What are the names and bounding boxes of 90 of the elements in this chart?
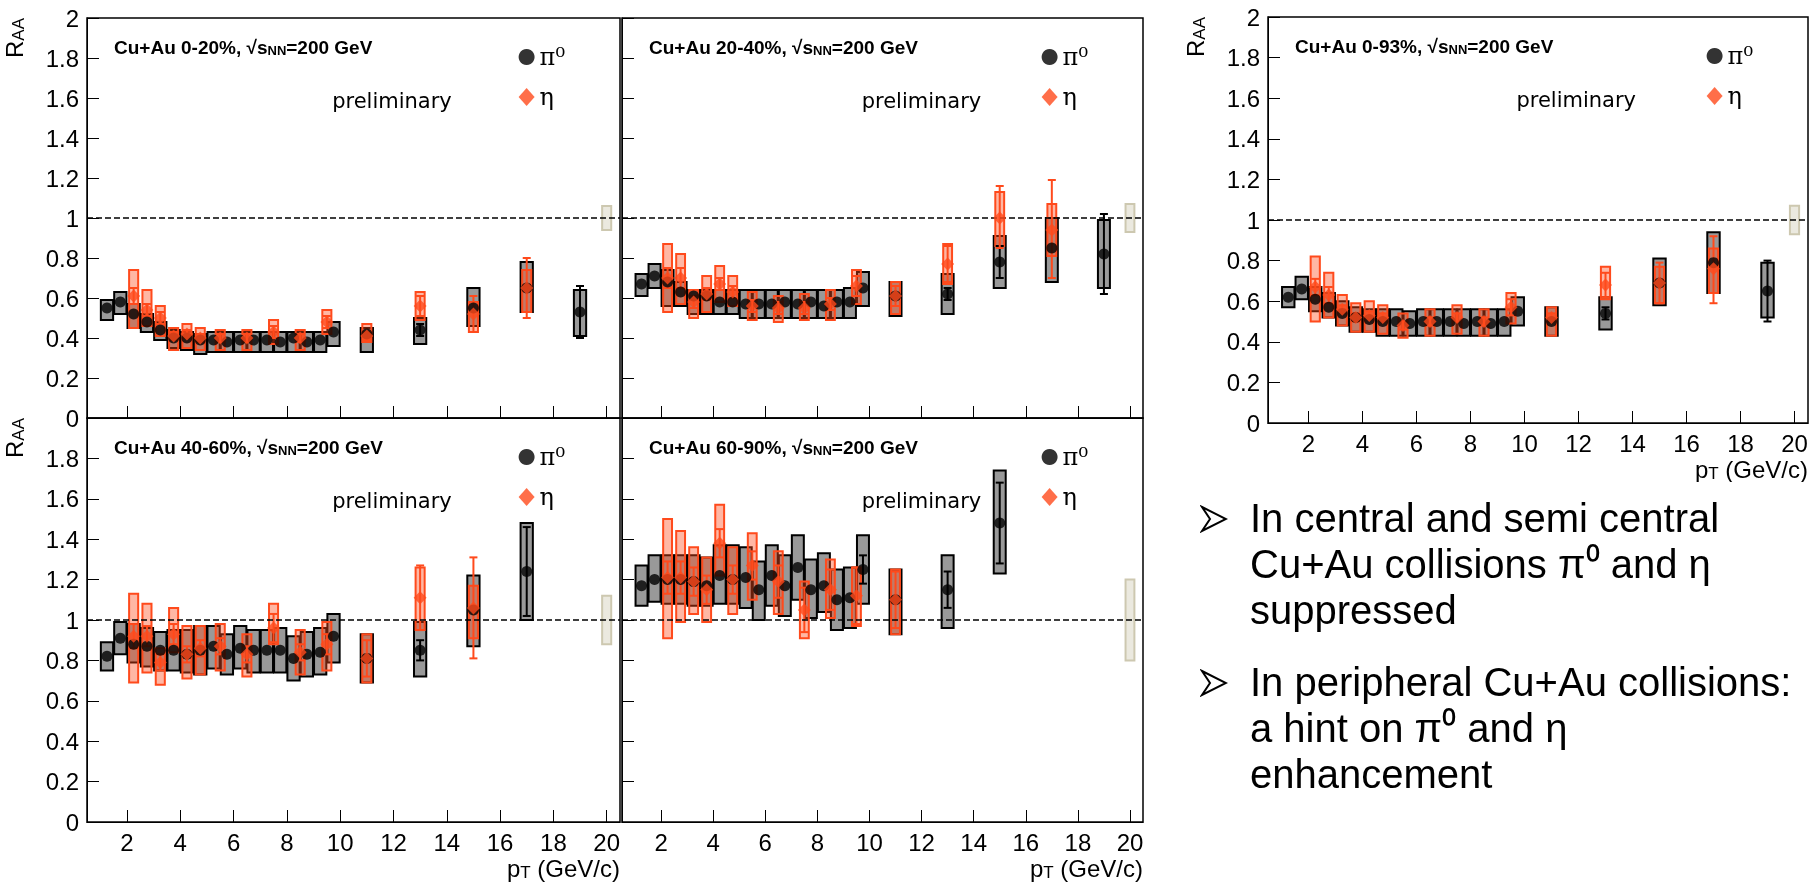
x-tick-label: 14 [433, 828, 461, 856]
legend-label: π⁰ [539, 43, 566, 71]
y-tick-label: 0 [65, 404, 79, 432]
y-tick-label: 0.8 [45, 244, 79, 272]
text: Cu+Au 60-90%, √sNN=200 GeV [649, 436, 919, 458]
y-tick-label: 0.4 [45, 324, 79, 352]
legend-label: η [1062, 483, 1077, 511]
text: Cu+Au 0-93%, √sNN=200 GeV [1295, 35, 1554, 57]
x-tick-label: 6 [1409, 429, 1424, 457]
y-tick-label: 1.4 [45, 124, 79, 152]
x-tick-label: 8 [1463, 429, 1478, 457]
y-tick-label: 1.6 [45, 84, 79, 112]
x-tick-label: 10 [856, 828, 883, 856]
y-tick-label: 0.8 [45, 646, 79, 674]
x-tick-label: 10 [1511, 429, 1538, 457]
y-tick-label: 2 [1246, 3, 1260, 31]
y-tick-label: 1.8 [45, 444, 79, 472]
x-tick-label: 2 [1301, 429, 1316, 457]
x-tick-label: 18 [540, 828, 567, 856]
text: In central and semi central Cu+Au collisions π⁰ and η suppressed [1250, 495, 1721, 633]
legend-label: η [539, 483, 554, 511]
text: Cu+Au 20-40%, √sNN=200 GeV [649, 36, 919, 58]
y-tick-label: 1.4 [45, 525, 79, 553]
x-tick-label: 8 [280, 828, 294, 856]
x-tick-label: 2 [654, 828, 668, 856]
x-tick-label: 12 [1565, 429, 1592, 457]
x-tick-label: 20 [593, 828, 621, 856]
y-tick-label: 1.4 [1226, 125, 1260, 153]
legend-label: π⁰ [1062, 443, 1089, 471]
legend-label: π⁰ [1727, 42, 1754, 70]
x-tick-label: 6 [758, 828, 772, 856]
y-tick-label: 1.8 [1226, 44, 1260, 72]
x-tick-label: 4 [706, 828, 720, 856]
x-axis-title: pT (GeV/c) [506, 854, 620, 882]
x-tick-label: 20 [1781, 429, 1808, 457]
y-tick-label: 1 [65, 606, 79, 634]
x-tick-label: 4 [1355, 429, 1370, 457]
text: In peripheral Cu+Au collisions: a hint on π⁰ and η enhancement [1250, 659, 1793, 797]
y-tick-label: 1.2 [45, 566, 79, 594]
x-axis-title: pT (GeV/c) [1694, 455, 1808, 483]
x-tick-label: 10 [326, 828, 354, 856]
y-tick-label: 0.2 [45, 768, 79, 796]
y-tick-label: 1 [1246, 206, 1260, 234]
legend-label: η [1727, 82, 1742, 110]
y-tick-label: 1.6 [45, 485, 79, 513]
legend-label: π⁰ [539, 443, 566, 471]
y-tick-label: 0.8 [1226, 247, 1260, 275]
y-tick-label: 1.2 [1226, 165, 1260, 193]
annotation: preliminary [1516, 87, 1637, 112]
annotation: preliminary [332, 88, 452, 113]
x-axis-title: pT (GeV/c) [1029, 854, 1143, 882]
x-tick-label: 6 [226, 828, 241, 856]
y-tick-label: 1.6 [1226, 84, 1260, 112]
legend-label: π⁰ [1062, 43, 1089, 71]
y-tick-label: 1.8 [45, 44, 79, 72]
y-tick-label: 0.4 [1226, 328, 1260, 356]
y-tick-label: 0.6 [45, 284, 79, 312]
y-tick-label: 1 [65, 204, 79, 232]
x-tick-label: 12 [908, 828, 935, 856]
y-tick-label: 0.6 [1226, 287, 1260, 315]
x-tick-label: 18 [1064, 828, 1092, 856]
x-tick-label: 2 [120, 828, 134, 856]
y-axis-title: RAA [1181, 16, 1209, 58]
y-tick-label: 0.4 [45, 727, 79, 755]
x-tick-label: 18 [1727, 429, 1754, 457]
y-tick-label: 2 [65, 4, 79, 32]
y-tick-label: 0.2 [1226, 368, 1260, 396]
x-tick-label: 16 [1012, 828, 1040, 856]
x-tick-label: 14 [1619, 429, 1646, 457]
legend-label: η [1062, 83, 1077, 111]
y-tick-label: 0.6 [45, 687, 79, 715]
x-tick-label: 8 [810, 828, 825, 856]
annotation: preliminary [332, 488, 452, 513]
y-tick-label: 1.2 [45, 164, 79, 192]
y-tick-label: 0 [65, 808, 79, 836]
y-tick-label: 0 [1246, 409, 1260, 437]
y-axis-title: RAA [0, 17, 28, 59]
x-tick-label: 14 [960, 828, 988, 856]
y-axis-title: RAA [0, 417, 28, 459]
annotation: preliminary [861, 88, 982, 113]
text: Cu+Au 40-60%, √sNN=200 GeV [114, 436, 384, 458]
legend-label: η [539, 83, 554, 111]
text: Cu+Au 0-20%, √sNN=200 GeV [114, 36, 373, 58]
x-tick-label: 16 [486, 828, 514, 856]
y-tick-label: 0.2 [45, 364, 79, 392]
x-tick-label: 20 [1116, 828, 1144, 856]
annotation: preliminary [861, 488, 982, 513]
x-tick-label: 16 [1673, 429, 1700, 457]
x-tick-label: 12 [380, 828, 407, 856]
x-tick-label: 4 [173, 828, 187, 856]
